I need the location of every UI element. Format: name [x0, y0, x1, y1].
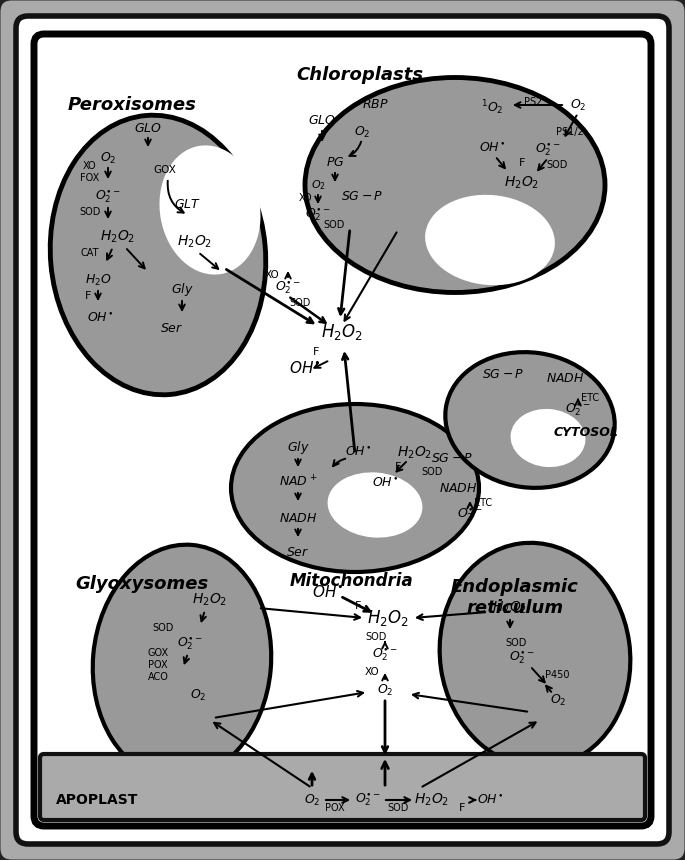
Ellipse shape [231, 404, 479, 572]
Text: $O_2^{\bullet-}$: $O_2^{\bullet-}$ [565, 402, 591, 418]
Text: Endoplasmic
reticulum: Endoplasmic reticulum [451, 578, 579, 617]
Text: $SG-P$: $SG-P$ [340, 191, 383, 204]
Text: $O_2$: $O_2$ [100, 150, 116, 165]
Text: $O_2$: $O_2$ [353, 125, 370, 139]
Text: $OH^{\bullet}$: $OH^{\bullet}$ [289, 360, 321, 376]
Text: CYTOSOL: CYTOSOL [553, 426, 618, 439]
FancyBboxPatch shape [40, 754, 645, 820]
Text: $OH^{\bullet}$: $OH^{\bullet}$ [345, 445, 371, 458]
Text: $H_2O_2$: $H_2O_2$ [504, 175, 540, 191]
Text: $OH^{\bullet}$: $OH^{\bullet}$ [372, 476, 398, 489]
Text: $Ser$: $Ser$ [286, 546, 310, 560]
Text: $O_2^{\bullet-}$: $O_2^{\bullet-}$ [305, 206, 331, 224]
Text: $OH^{\bullet}$: $OH^{\bullet}$ [477, 794, 503, 807]
Text: $SG-P$: $SG-P$ [482, 368, 524, 382]
Ellipse shape [425, 195, 555, 286]
Text: F: F [395, 462, 401, 472]
Ellipse shape [440, 543, 630, 767]
Text: $O_2^{\bullet-}$: $O_2^{\bullet-}$ [457, 507, 483, 523]
Text: $Ser$: $Ser$ [160, 322, 184, 335]
Text: $H_2O_2$: $H_2O_2$ [367, 608, 409, 628]
Text: GOX: GOX [153, 165, 177, 175]
Text: $H_2O_2$: $H_2O_2$ [397, 445, 432, 461]
Text: $O_2$: $O_2$ [303, 792, 320, 808]
Text: $SG-P$: $SG-P$ [431, 452, 473, 464]
Ellipse shape [305, 77, 605, 292]
Text: $O_2$: $O_2$ [570, 97, 586, 113]
Text: $H_2O_2$: $H_2O_2$ [321, 322, 363, 342]
Text: F: F [85, 291, 91, 301]
Text: $H_2O_2$: $H_2O_2$ [493, 599, 527, 617]
Text: P450: P450 [545, 670, 569, 680]
Text: PS2: PS2 [524, 97, 543, 107]
Text: $NADH$: $NADH$ [279, 512, 317, 525]
Text: $PG$: $PG$ [325, 156, 345, 169]
Text: $Gly$: $Gly$ [171, 281, 193, 298]
Text: SOD: SOD [421, 467, 443, 477]
Text: $O_2$: $O_2$ [310, 178, 325, 192]
FancyBboxPatch shape [34, 34, 651, 826]
Text: SOD: SOD [547, 160, 568, 170]
Ellipse shape [327, 472, 423, 538]
Text: $O_2^{\bullet-}$: $O_2^{\bullet-}$ [372, 647, 398, 663]
Text: $H_2O_2$: $H_2O_2$ [192, 592, 227, 608]
Text: $O_2^{\bullet-}$: $O_2^{\bullet-}$ [355, 792, 381, 808]
Text: F: F [355, 601, 361, 611]
Text: PS1/2: PS1/2 [556, 127, 584, 137]
Text: $OH^{\bullet}$: $OH^{\bullet}$ [312, 584, 344, 600]
Text: $GLO$: $GLO$ [308, 114, 336, 126]
Text: XO: XO [299, 193, 313, 203]
Text: F: F [459, 803, 465, 813]
Text: SOD: SOD [506, 638, 527, 648]
Text: $H_2O_2$: $H_2O_2$ [177, 234, 212, 250]
Text: CAT: CAT [81, 248, 99, 258]
Text: $O_2^{\bullet-}$: $O_2^{\bullet-}$ [95, 188, 121, 206]
Text: GOX
POX
ACO: GOX POX ACO [147, 648, 169, 682]
Text: Chloroplasts: Chloroplasts [297, 66, 423, 84]
Ellipse shape [50, 115, 266, 395]
Text: $Gly$: $Gly$ [286, 439, 310, 457]
Text: $O_2^{\bullet-}$: $O_2^{\bullet-}$ [509, 649, 535, 666]
Text: $O_2^{\bullet-}$: $O_2^{\bullet-}$ [177, 636, 203, 652]
Text: Peroxisomes: Peroxisomes [68, 96, 197, 114]
Ellipse shape [92, 544, 271, 779]
Text: ETC: ETC [474, 498, 492, 508]
Text: SOD: SOD [365, 632, 387, 642]
Ellipse shape [510, 408, 586, 467]
Text: POX: POX [325, 803, 345, 813]
Text: XO: XO [264, 270, 279, 280]
Text: Glyoxysomes: Glyoxysomes [75, 575, 208, 593]
Text: $O_2^{\bullet-}$: $O_2^{\bullet-}$ [535, 142, 561, 158]
Text: $RBP$: $RBP$ [362, 99, 388, 112]
Text: $O_2$: $O_2$ [190, 687, 206, 703]
Text: $NADH$: $NADH$ [438, 482, 477, 494]
Text: SOD: SOD [79, 207, 101, 217]
Text: F: F [313, 347, 319, 357]
Text: $OH^{\bullet}$: $OH^{\bullet}$ [479, 141, 505, 155]
Text: $NADH$: $NADH$ [546, 372, 584, 384]
Ellipse shape [160, 145, 260, 274]
Text: $^1O_2$: $^1O_2$ [481, 99, 503, 117]
Text: SOD: SOD [387, 803, 409, 813]
Text: APOPLAST: APOPLAST [56, 793, 138, 807]
Text: $H_2O$: $H_2O$ [85, 273, 112, 287]
Text: $O_2^{\bullet-}$: $O_2^{\bullet-}$ [275, 280, 301, 297]
Text: ETC: ETC [581, 393, 599, 403]
Text: XO
FOX: XO FOX [80, 161, 99, 183]
FancyBboxPatch shape [16, 16, 669, 844]
Text: $O_2$: $O_2$ [377, 683, 393, 697]
Text: $GLT$: $GLT$ [175, 199, 201, 212]
Text: F: F [519, 158, 525, 168]
Text: SOD: SOD [152, 623, 174, 633]
Text: Mitochondria: Mitochondria [290, 572, 414, 590]
Text: $NAD^+$: $NAD^+$ [279, 475, 317, 489]
Text: SOD: SOD [289, 298, 311, 308]
Text: $H_2O_2$: $H_2O_2$ [414, 792, 449, 808]
Text: $OH^{\bullet}$: $OH^{\bullet}$ [87, 311, 113, 324]
Text: $GLO$: $GLO$ [134, 121, 162, 134]
Text: $O_2$: $O_2$ [550, 692, 566, 708]
Ellipse shape [445, 352, 614, 488]
Text: XO: XO [364, 667, 379, 677]
Text: $H_2O_2$: $H_2O_2$ [101, 229, 136, 245]
